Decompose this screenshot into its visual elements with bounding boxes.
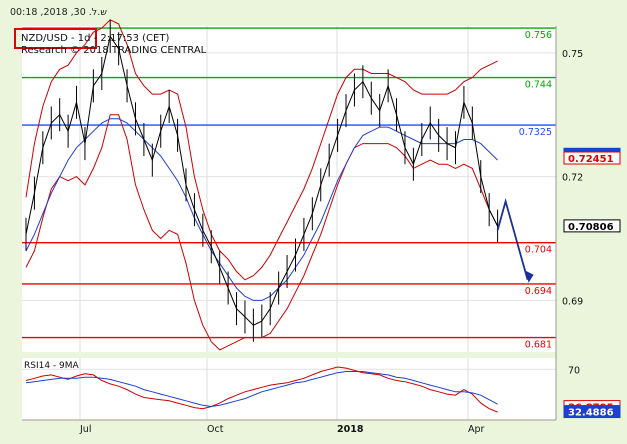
y-tick-label-2: 0.69 bbox=[562, 296, 583, 307]
series-lower-band bbox=[25, 114, 499, 351]
y-tick-label-0: 0.75 bbox=[562, 49, 583, 60]
x-tick-label-2: 2018 bbox=[337, 424, 364, 435]
level-label-1: 0.744 bbox=[525, 80, 552, 91]
rsi-tag-bg-1 bbox=[563, 405, 621, 419]
level-label-0: 0.756 bbox=[525, 30, 552, 41]
price-tag-bg-2 bbox=[563, 219, 621, 233]
level-label-5: 0.681 bbox=[525, 340, 552, 351]
series-price bbox=[25, 35, 499, 326]
date-label: ש.ל. 30, 2018, 00:18 bbox=[10, 7, 107, 18]
x-tick-label-1: Oct bbox=[207, 424, 224, 435]
level-label-3: 0.704 bbox=[525, 245, 552, 256]
y-tick-label-1: 0.72 bbox=[562, 173, 583, 184]
rsi-series-RSI14 bbox=[25, 366, 498, 413]
series-moving-average bbox=[25, 118, 498, 301]
projection-arrow-head bbox=[525, 270, 534, 283]
level-label-4: 0.694 bbox=[525, 286, 552, 297]
rsi-series-9MA bbox=[25, 371, 498, 408]
price-tag-2: 0.70806 bbox=[568, 222, 614, 233]
rsi-title: RSI14 - 9MA bbox=[24, 361, 80, 371]
x-tick-label-0: Jul bbox=[79, 424, 91, 435]
price-tag-bg-1 bbox=[563, 151, 621, 165]
rsi-panel bbox=[22, 358, 556, 420]
rsi-y-tick-label-0: 70 bbox=[568, 365, 580, 376]
symbol-label: NZD/USD - 1d - 2:17:53 (CET) bbox=[21, 33, 170, 44]
research-label: Research © 2018 TRADING CENTRAL bbox=[21, 45, 207, 56]
level-label-2: 0.7325 bbox=[519, 127, 552, 138]
x-tick-label-3: Apr bbox=[468, 424, 485, 435]
projection-arrow bbox=[496, 198, 529, 281]
series-upper-band bbox=[25, 19, 498, 281]
symbol-highlight-box bbox=[14, 28, 97, 49]
rsi-tag-1: 32.4886 bbox=[568, 408, 614, 419]
price-tag-1: 0.72451 bbox=[568, 154, 614, 165]
